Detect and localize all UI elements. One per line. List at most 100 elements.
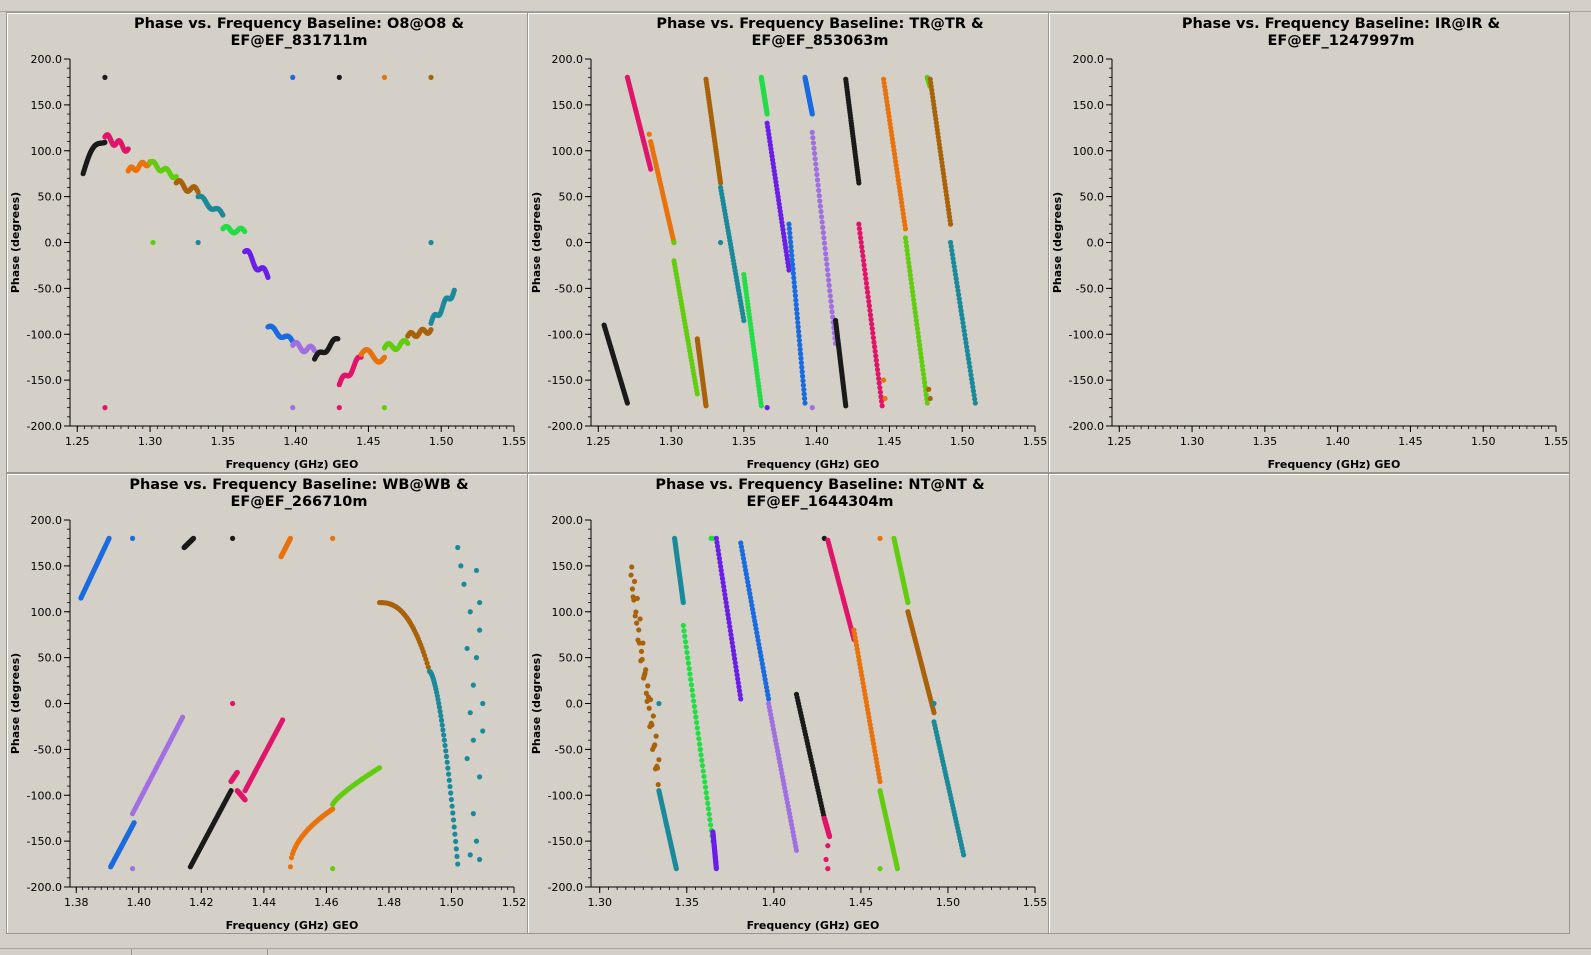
data-point-magenta — [859, 244, 865, 250]
x-tick-label: 1.40 — [283, 435, 308, 448]
data-point-violet — [718, 563, 724, 570]
plot-panel-wb: Phase vs. Frequency Baseline: WB@WB & EF@… — [6, 473, 528, 934]
data-point-green — [906, 264, 912, 270]
data-point-blue — [791, 279, 797, 285]
data-point-orange — [877, 535, 883, 541]
data-point-blue — [786, 226, 792, 232]
data-point-green — [894, 866, 901, 872]
data-point-teal — [951, 263, 957, 270]
y-tick-label: 50.0 — [38, 191, 63, 204]
data-point-magenta — [875, 371, 881, 377]
data-point-lavender — [816, 187, 822, 194]
data-point-lavender — [829, 309, 835, 315]
data-point-teal — [477, 774, 483, 780]
x-tick-label: 1.30 — [659, 435, 684, 448]
data-point-lime — [702, 784, 709, 790]
data-point-violet — [719, 571, 725, 578]
data-point-lavender — [814, 177, 821, 183]
data-point-magenta — [876, 375, 882, 382]
x-tick-label: 1.48 — [377, 896, 402, 909]
data-point-teal — [437, 708, 443, 715]
data-point-magenta — [873, 357, 879, 363]
data-point-lime — [682, 639, 689, 645]
data-point-violet — [718, 567, 724, 574]
data-point-teal — [960, 320, 966, 326]
chart-title-line2: EF@EF_266710m — [230, 494, 367, 510]
data-point-teal — [972, 396, 978, 402]
data-point-black — [843, 403, 849, 409]
data-point-green — [877, 866, 883, 872]
data-point-lavender — [822, 245, 828, 252]
status-segment-2 — [131, 949, 268, 955]
data-point-green — [918, 355, 924, 361]
plot-panel-o8: Phase vs. Frequency Baseline: O8@O8 & EF@… — [6, 12, 528, 473]
data-point-blue — [748, 598, 754, 605]
data-point-green — [904, 247, 910, 253]
data-point-teal — [964, 344, 970, 350]
data-point-brown — [643, 667, 649, 673]
data-point-violet — [729, 640, 735, 646]
data-point-green — [915, 330, 921, 336]
y-tick-label: 100.0 — [1073, 145, 1105, 158]
data-point-magenta — [868, 316, 874, 323]
data-point-blue — [757, 649, 763, 655]
data-point-violet — [728, 632, 734, 638]
data-points — [601, 74, 978, 411]
data-point-blue — [741, 559, 747, 566]
data-point-lime — [690, 692, 696, 699]
data-point-brown — [634, 620, 640, 626]
data-point-lime — [693, 714, 699, 720]
data-point-blue — [793, 297, 799, 303]
data-point-lime — [682, 633, 688, 639]
data-point-green — [905, 599, 911, 606]
data-point-brown — [717, 180, 724, 186]
data-point-teal — [717, 239, 724, 246]
x-axis-label: Frequency (GHz) GEO — [226, 458, 359, 471]
top-border-bar — [0, 0, 1591, 12]
data-point-lime — [683, 644, 689, 650]
data-point-teal — [959, 316, 965, 322]
data-point-magenta — [862, 266, 868, 273]
data-point-teal — [480, 700, 486, 707]
data-point-teal — [967, 368, 973, 374]
data-point-orange — [882, 395, 888, 402]
data-point-magenta — [877, 389, 883, 395]
data-point-magenta — [825, 866, 831, 872]
x-tick-label: 1.55 — [1023, 435, 1048, 448]
x-axis-label: Frequency (GHz) GEO — [226, 919, 359, 932]
data-point-violet — [735, 680, 741, 686]
data-point-teal — [964, 348, 970, 354]
y-tick-label: -150.0 — [548, 835, 583, 848]
data-point-blue — [789, 261, 796, 268]
data-point-blue — [786, 221, 792, 227]
data-point-lavender — [809, 129, 815, 135]
data-point-violet — [730, 648, 737, 654]
data-point-blue — [290, 74, 296, 80]
data-point-blue — [752, 618, 758, 624]
data-point-blue — [799, 373, 806, 379]
data-point-teal — [438, 713, 444, 719]
data-point-blue — [749, 602, 755, 608]
data-point-green — [921, 379, 928, 386]
data-point-brown — [653, 733, 659, 739]
data-point-violet — [716, 551, 722, 558]
data-point-lavender — [179, 714, 186, 720]
data-point-green — [920, 371, 927, 377]
y-tick-label: 100.0 — [552, 145, 584, 158]
data-point-blue — [763, 680, 769, 686]
data-point-green — [921, 375, 927, 381]
chart-title-line2: EF@EF_831711m — [230, 33, 367, 49]
data-point-blue — [798, 360, 804, 366]
data-point-violet — [725, 612, 731, 618]
x-tick-label: 1.35 — [211, 435, 236, 448]
x-tick-label: 1.35 — [675, 896, 700, 909]
data-point-brown — [640, 640, 646, 646]
data-point-teal — [953, 276, 959, 282]
data-point-lavender — [821, 240, 828, 246]
data-point-lavender — [811, 145, 817, 151]
data-point-magenta — [877, 385, 883, 391]
data-point-teal — [195, 239, 201, 246]
data-point-violet — [714, 539, 720, 545]
data-point-blue — [129, 535, 136, 541]
data-point-teal — [955, 288, 961, 294]
